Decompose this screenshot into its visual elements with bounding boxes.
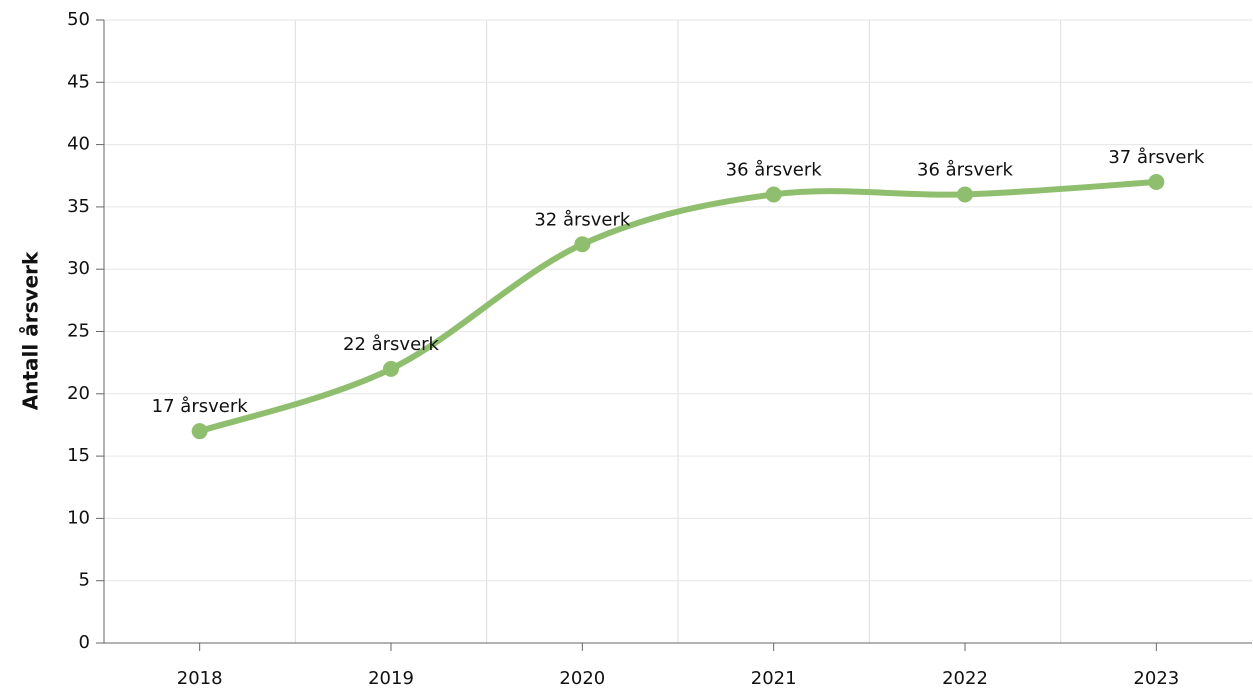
y-tick-label: 25: [67, 321, 90, 342]
y-tick-label: 35: [67, 196, 90, 217]
y-tick-label: 5: [79, 570, 90, 591]
x-tick-label: 2018: [177, 668, 223, 689]
x-tick-label: 2021: [751, 668, 797, 689]
y-tick-label: 10: [67, 507, 90, 528]
data-label: 22 årsverk: [343, 334, 440, 355]
data-label: 37 årsverk: [1108, 147, 1205, 168]
data-label: 36 årsverk: [917, 159, 1014, 180]
y-tick-label: 0: [79, 632, 90, 653]
y-tick-label: 15: [67, 445, 90, 466]
y-tick-label: 40: [67, 134, 90, 155]
x-tick-label: 2022: [942, 668, 988, 689]
point: [574, 236, 591, 253]
x-tick-label: 2019: [368, 668, 414, 689]
line: [196, 178, 1160, 435]
data-label: 36 årsverk: [726, 159, 823, 180]
y-tick-label: 50: [67, 9, 90, 30]
data-label: 17 årsverk: [152, 396, 249, 417]
point: [765, 186, 782, 203]
point: [191, 423, 208, 440]
point: [1148, 173, 1165, 190]
y-axis-label: Antall årsverk: [19, 251, 43, 410]
data-label: 32 årsverk: [534, 209, 631, 230]
y-tick-label: 30: [67, 258, 90, 279]
point: [383, 360, 399, 377]
x-tick-label: 2020: [559, 668, 605, 689]
point: [957, 186, 973, 203]
y-tick-label: 20: [67, 383, 90, 404]
y-tick-label: 45: [67, 71, 90, 92]
x-tick-label: 2023: [1133, 668, 1179, 689]
